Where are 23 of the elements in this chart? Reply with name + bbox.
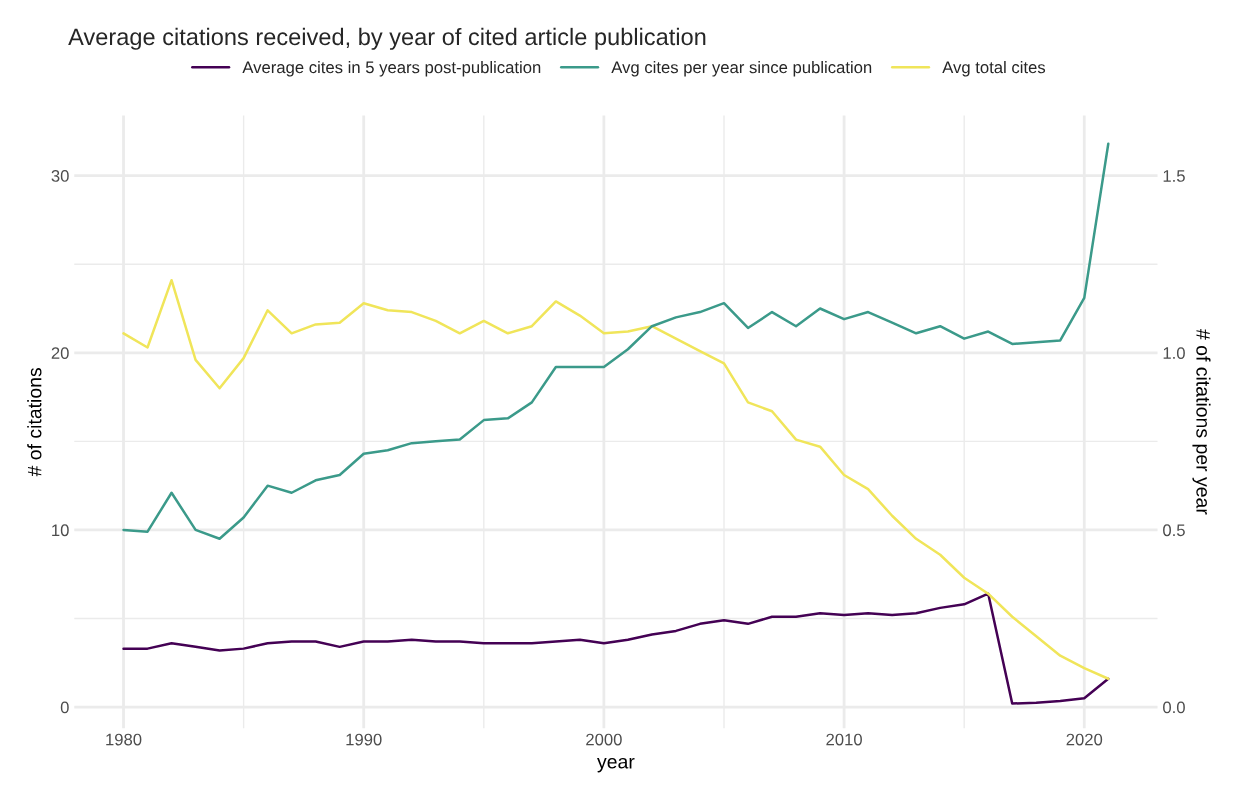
y-tick-label: 10 — [52, 524, 69, 537]
y2-tick-label: 0.5 — [1163, 524, 1185, 537]
x-tick-label: 2020 — [1066, 733, 1103, 746]
y2-tick-label: 1.0 — [1163, 347, 1185, 359]
y-axis-title: # of citations — [27, 368, 42, 477]
x-tick-label: 1980 — [106, 733, 142, 746]
line-series — [122, 142, 1110, 541]
y2-tick-label: 0.0 — [1163, 701, 1185, 714]
x-tick-label: 2010 — [826, 733, 862, 746]
legend-label: Avg total cites — [942, 61, 1046, 77]
y-tick-label: 30 — [51, 170, 69, 182]
line-series — [122, 592, 1110, 705]
x-tick-label: 1990 — [346, 733, 382, 746]
x-axis-title: year — [597, 757, 635, 773]
y-tick-label: 20 — [51, 347, 69, 359]
y2-tick-label: 1.5 — [1163, 170, 1185, 182]
legend-label: Average cites in 5 years post-publication — [242, 61, 541, 77]
y2-axis-title: # of citations per year — [1192, 329, 1211, 515]
legend-label: Avg cites per year since publication — [611, 61, 872, 77]
line-series — [122, 278, 1110, 680]
chart-title: Average citations received, by year of cited article publication — [68, 27, 706, 50]
y-tick-label: 0 — [60, 701, 69, 714]
x-tick-label: 2000 — [586, 733, 622, 746]
